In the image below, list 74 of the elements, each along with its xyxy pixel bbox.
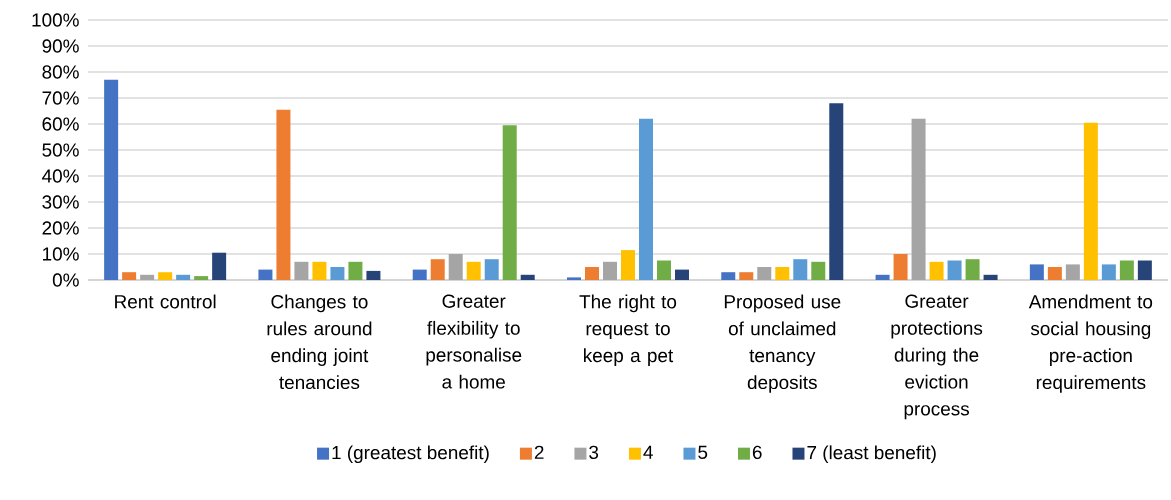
bar — [176, 274, 191, 280]
bar — [585, 267, 599, 280]
bar — [965, 259, 980, 280]
bar — [1029, 264, 1044, 280]
bar — [983, 274, 998, 280]
y-tick-label: 30% — [42, 195, 79, 209]
bar — [721, 272, 736, 280]
y-tick-label: 40% — [42, 169, 79, 183]
bar — [947, 260, 962, 280]
bar — [875, 274, 890, 280]
bar — [811, 261, 826, 280]
legend-label: 7 (least benefit) — [807, 445, 936, 464]
bar — [657, 260, 671, 280]
legend-label: 1 (greatest benefit) — [332, 445, 489, 464]
bar — [104, 79, 119, 280]
x-tick-label: The right to request to keep a pet — [579, 294, 677, 366]
bar — [1119, 260, 1134, 280]
bar — [775, 267, 790, 280]
legend-label: 3 — [589, 445, 599, 460]
x-tick-label: Amendment to social housing pre-action requirements — [1028, 294, 1153, 393]
bar — [1065, 264, 1080, 280]
y-tick-label: 0% — [52, 273, 79, 287]
legend-label: 6 — [752, 445, 762, 460]
x-tick-label: Proposed use of unclaimed tenancy deposits — [724, 294, 841, 393]
x-tick-label: Rent control — [115, 294, 216, 309]
bar — [140, 274, 155, 280]
bar — [412, 269, 427, 280]
bar — [448, 254, 463, 280]
bar — [1137, 260, 1152, 280]
bar — [675, 269, 689, 280]
bar — [330, 267, 345, 280]
bar — [212, 252, 227, 280]
y-tick-label: 10% — [43, 247, 79, 261]
y-tick-label: 70% — [42, 91, 79, 105]
bar — [122, 272, 137, 280]
y-tick-label: 80% — [42, 65, 79, 79]
bar — [258, 269, 273, 280]
bar — [276, 109, 291, 280]
bar — [520, 274, 535, 280]
bar — [194, 276, 209, 280]
y-tick-label: 90% — [42, 39, 79, 53]
bar — [1101, 264, 1116, 280]
bar — [1047, 267, 1062, 280]
bar — [929, 261, 944, 280]
bar — [348, 261, 363, 280]
bar — [639, 118, 653, 280]
bar — [502, 125, 517, 280]
bar — [893, 254, 908, 280]
bar — [1083, 122, 1098, 280]
bar — [739, 272, 754, 280]
bar — [366, 270, 381, 280]
bar — [911, 118, 926, 280]
legend-label: 5 — [698, 445, 708, 459]
x-tick-label: Changes to rules around ending joint tenancies — [267, 294, 372, 390]
y-tick-label: 50% — [42, 143, 79, 157]
legend-label: 2 — [534, 445, 544, 459]
bar — [466, 261, 481, 280]
y-tick-label: 20% — [42, 221, 79, 235]
bar — [484, 259, 499, 280]
x-tick-label: Greater flexibility to personalise a home — [426, 294, 522, 389]
bar — [829, 103, 844, 280]
bar — [621, 250, 635, 280]
y-tick-label: 100% — [32, 13, 79, 27]
bar — [567, 277, 581, 280]
bar — [793, 259, 808, 280]
bar — [757, 267, 772, 280]
bar — [603, 261, 617, 280]
bar — [294, 261, 309, 280]
y-tick-label: 60% — [42, 117, 79, 131]
bar — [312, 261, 327, 280]
bar — [430, 259, 445, 280]
legend-label: 4 — [643, 445, 653, 459]
bar — [158, 272, 173, 280]
x-tick-label: Greater protections during the eviction process — [891, 294, 983, 420]
